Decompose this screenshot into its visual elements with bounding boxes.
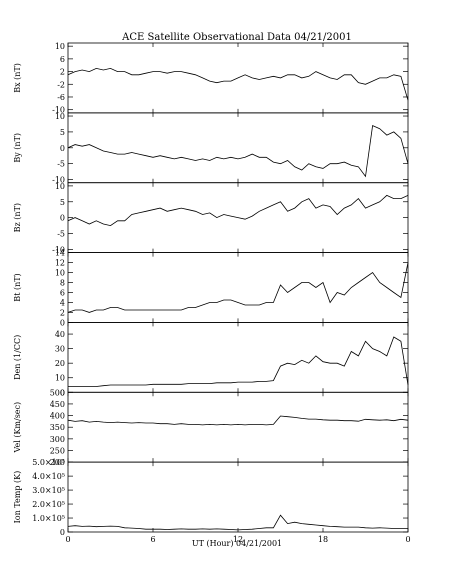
x-axis-label: UT (Hour) 04/21/2001 xyxy=(192,539,282,548)
ytick-label-bt-1: 2 xyxy=(60,308,65,317)
ytick-label-bx-0: -10 xyxy=(52,106,65,115)
ytick-label-vel-2: 300 xyxy=(50,435,65,444)
ytick-label-bt-5: 10 xyxy=(55,269,65,278)
ytick-label-by-4: 10 xyxy=(55,112,65,121)
ytick-label-bz-3: 5 xyxy=(60,198,65,207)
ytick-label-den-0: 0 xyxy=(60,388,65,397)
panel-frame-vel xyxy=(67,391,409,463)
ytick-label-by-1: -5 xyxy=(57,160,65,169)
ytick-label-by-2: 0 xyxy=(60,144,65,153)
ytick-label-temp-1: 1.0×10⁵ xyxy=(32,514,65,523)
panel-temp: 0 1.0×10⁵ 2.0×10⁵ 3.0×10⁵ 4.0×10⁵ 5.0×10⁵ Ion … xyxy=(13,458,409,537)
panel-frame-bt xyxy=(67,252,409,323)
ylabel-bt: Bt (nT) xyxy=(13,273,22,301)
series-line-den xyxy=(68,336,409,387)
panel-bz: -10 -5 0 5 10 Bz (nT) xyxy=(13,182,409,254)
ytick-label-by-0: -10 xyxy=(52,176,65,185)
panel-den: 0 10 20 30 40 Den (1/CC) xyxy=(13,322,409,397)
ylabel-bx: Bx (nT) xyxy=(13,63,22,93)
series-line-bz xyxy=(67,194,409,227)
panel-bx: -10 -6 -2 2 6 10 Bx (nT) xyxy=(13,42,409,115)
ytick-label-vel-4: 400 xyxy=(50,412,65,421)
panel-by: -10 -5 0 5 10 By (nT) xyxy=(13,112,409,185)
xtick-label-3: 18 xyxy=(318,535,328,544)
ytick-label-by-3: 5 xyxy=(60,128,65,137)
ytick-label-den-4: 40 xyxy=(55,330,65,339)
ytick-label-bt-7: 14 xyxy=(55,249,65,258)
chart-title: ACE Satellite Observational Data 04/21/2… xyxy=(121,32,352,43)
ytick-label-bx-5: 10 xyxy=(55,42,65,51)
ytick-label-temp-4: 4.0×10⁵ xyxy=(32,472,65,481)
ytick-label-bt-4: 8 xyxy=(60,279,65,288)
panel-stack: -10 -6 -2 2 6 10 Bx (nT) -10 -5 0 5 10 By (nT) -10 -5 0… xyxy=(13,42,411,544)
ytick-label-vel-5: 450 xyxy=(50,400,65,409)
series-line-vel xyxy=(67,415,409,426)
xtick-label-1: 6 xyxy=(150,535,155,544)
ytick-label-bz-0: -10 xyxy=(52,245,65,254)
ytick-label-vel-6: 500 xyxy=(50,388,65,397)
panel-frame-by xyxy=(67,112,409,184)
series-line-temp xyxy=(67,514,408,531)
ytick-label-bz-2: 0 xyxy=(60,214,65,223)
series-line-by xyxy=(67,125,409,178)
ytick-label-bt-3: 6 xyxy=(60,288,65,297)
ylabel-bz: Bz (nT) xyxy=(13,203,22,232)
panel-frame-temp xyxy=(67,461,409,533)
ylabel-vel: Vel (Km/sec) xyxy=(13,402,22,454)
ylabel-den: Den (1/CC) xyxy=(13,335,22,380)
xtick-label-0: 0 xyxy=(65,535,70,544)
ytick-label-vel-1: 250 xyxy=(50,447,65,456)
series-line-bx xyxy=(67,67,409,101)
ytick-label-bx-1: -6 xyxy=(57,93,65,102)
ytick-label-temp-2: 2.0×10⁵ xyxy=(32,500,65,509)
xtick-label-2: 12 xyxy=(233,535,243,544)
ytick-label-bx-2: -2 xyxy=(57,80,65,89)
ytick-label-bx-3: 2 xyxy=(60,68,65,77)
ylabel-by: By (nT) xyxy=(13,133,22,163)
panel-vel: 200 250 300 350 400 450 500 Vel (Km/sec) xyxy=(13,388,409,467)
ytick-label-den-1: 10 xyxy=(55,374,65,383)
ytick-label-den-2: 20 xyxy=(55,359,65,368)
xtick-label-4: 0 xyxy=(405,535,410,544)
ytick-label-bz-1: -5 xyxy=(57,230,65,239)
ytick-label-vel-0: 200 xyxy=(50,458,65,467)
ytick-label-temp-5: 5.0×10⁵ xyxy=(32,458,65,467)
series-line-bt xyxy=(67,262,409,313)
ytick-label-vel-3: 350 xyxy=(50,423,65,432)
x-axis-ticks: 0 6 12 18 0 xyxy=(65,535,410,544)
ytick-label-temp-3: 3.0×10⁵ xyxy=(32,486,65,495)
ytick-label-bt-2: 4 xyxy=(60,298,65,307)
ytick-label-den-3: 30 xyxy=(55,345,65,354)
ytick-label-bt-0: 0 xyxy=(60,318,65,327)
ytick-label-temp-0: 0 xyxy=(60,528,65,537)
ytick-label-bz-4: 10 xyxy=(55,182,65,191)
ytick-label-bt-6: 12 xyxy=(55,259,65,268)
ylabel-temp: Ion Temp (K) xyxy=(13,471,22,524)
ytick-label-bx-4: 6 xyxy=(60,55,65,64)
